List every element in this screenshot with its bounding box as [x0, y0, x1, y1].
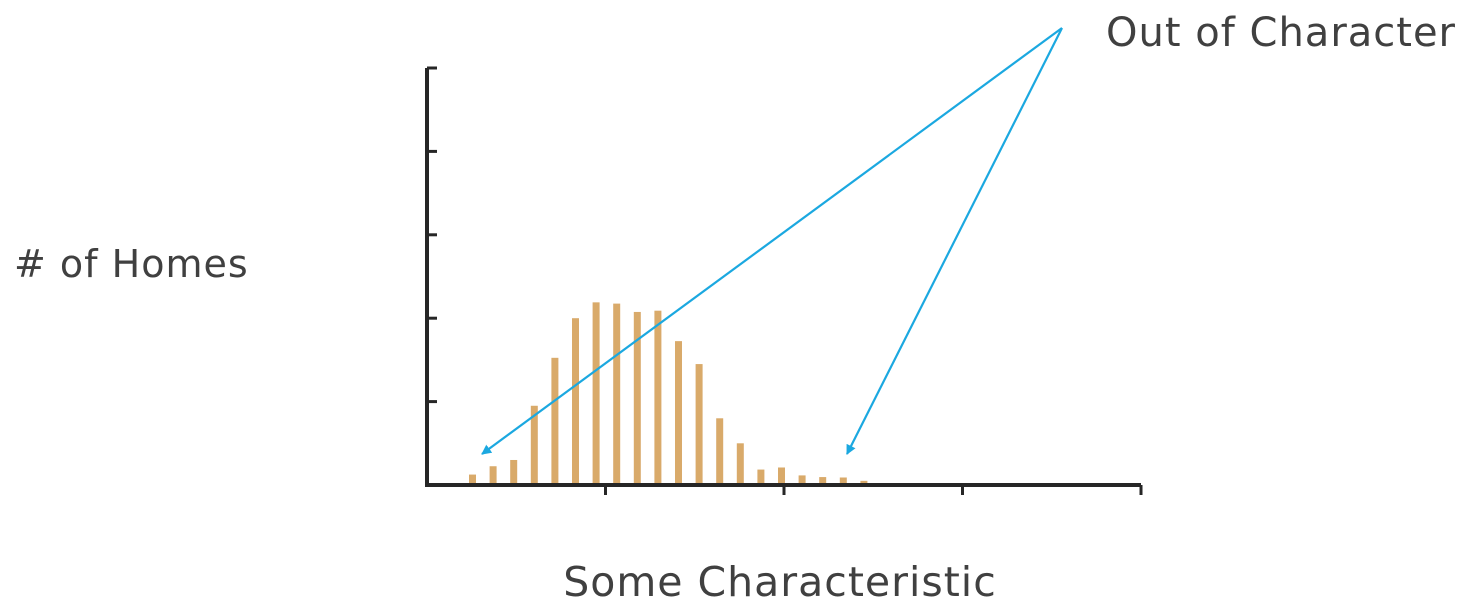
- arrow-left-tail: [481, 27, 1063, 455]
- bar: [592, 302, 600, 485]
- bar: [716, 418, 724, 485]
- y-axis-label: # of Homes: [14, 242, 249, 286]
- bar: [798, 475, 806, 485]
- bar: [633, 311, 641, 485]
- out-of-character-label: Out of Character: [1106, 10, 1456, 56]
- bar: [819, 477, 827, 485]
- bar: [736, 443, 744, 485]
- bar: [551, 357, 559, 485]
- bar: [489, 466, 497, 485]
- arrow-right-tail: [846, 27, 1063, 455]
- bar: [654, 310, 662, 485]
- bar: [572, 318, 579, 485]
- bar: [510, 459, 518, 485]
- bar: [530, 405, 538, 485]
- bar: [757, 469, 765, 485]
- bar: [860, 480, 868, 485]
- bar: [613, 303, 621, 485]
- bar: [675, 341, 682, 485]
- bar: [695, 364, 703, 485]
- bar: [469, 474, 476, 485]
- bar: [778, 467, 785, 485]
- x-axis-label: Some Characteristic: [563, 558, 997, 606]
- bar: [839, 477, 847, 485]
